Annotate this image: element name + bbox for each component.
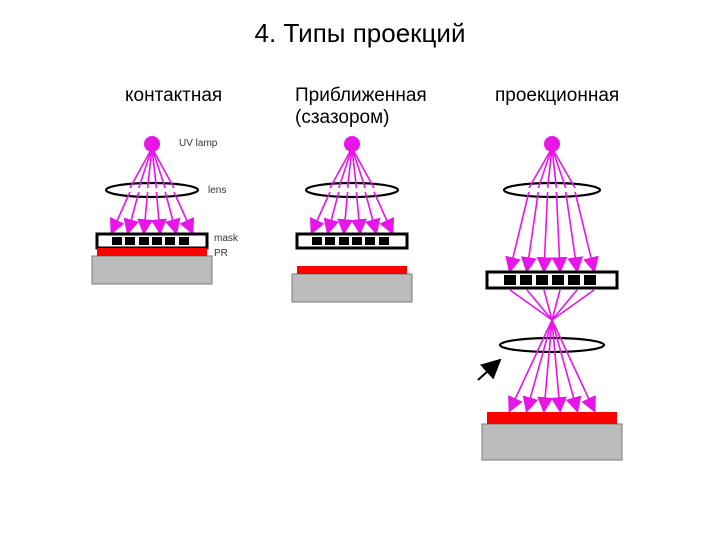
diagram-stage xyxy=(0,0,720,540)
